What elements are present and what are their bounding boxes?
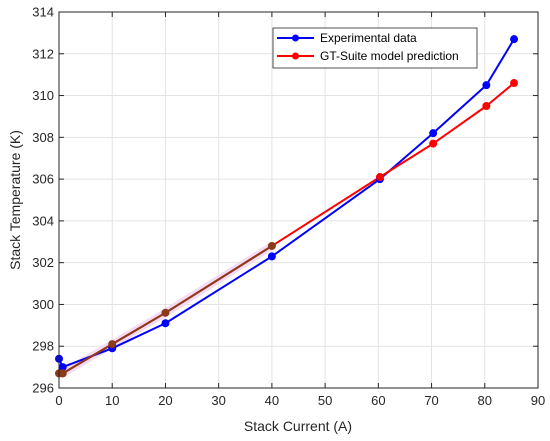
legend: Experimental data GT-Suite model predict… [272, 27, 478, 69]
series-0-point [161, 319, 170, 328]
x-tick-label: 40 [265, 393, 279, 408]
series-0-point [510, 35, 519, 44]
x-tick-label: 90 [531, 393, 545, 408]
x-tick-label: 50 [318, 393, 332, 408]
legend-marker-gt-suite [292, 52, 299, 60]
series-1-point [161, 308, 170, 317]
tick-labels: 0 10 20 30 40 50 60 70 80 90 296 298 300 302 304 306 308… [32, 5, 545, 409]
legend-box [272, 27, 478, 69]
x-tick-label: 20 [158, 393, 172, 408]
y-axis-label: Stack Temperature (K) [7, 130, 23, 270]
series-1-point [482, 102, 491, 110]
x-tick-label: 80 [478, 393, 492, 408]
series-0-point [267, 252, 276, 261]
y-tick-label: 304 [32, 213, 54, 228]
y-tick-label: 296 [32, 381, 54, 396]
y-tick-label: 312 [32, 46, 54, 61]
plot-area-frame [58, 11, 539, 389]
legend-label-gt-suite: GT-Suite model prediction [320, 49, 459, 63]
series-0-point [482, 81, 491, 90]
series-0-point [429, 129, 438, 138]
y-tick-label: 310 [32, 88, 54, 103]
series-1-point [429, 139, 438, 148]
ticks [58, 11, 539, 389]
legend-label-experimental: Experimental data [320, 31, 417, 45]
series-line-0 [58, 38, 515, 369]
series-1-point [58, 369, 67, 378]
y-tick-label: 314 [32, 5, 54, 20]
x-tick-label: 30 [211, 393, 225, 408]
y-tick-label: 308 [32, 130, 54, 145]
series-line-1 [59, 82, 515, 375]
series-1-point [375, 173, 384, 182]
y-tick-label: 300 [32, 297, 54, 312]
x-tick-label: 10 [105, 393, 119, 408]
series-1-point [267, 241, 276, 250]
series-1-point [108, 340, 117, 349]
x-axis-label: Stack Current (A) [244, 418, 352, 434]
y-tick-label: 298 [32, 339, 54, 354]
legend-marker-experimental [292, 34, 299, 42]
y-tick-label: 306 [32, 172, 54, 187]
x-tick-label: 0 [55, 393, 62, 408]
series-1-point [510, 79, 519, 88]
y-tick-label: 302 [32, 255, 54, 270]
x-tick-label: 70 [424, 393, 438, 408]
x-tick-label: 60 [371, 393, 385, 408]
series-layer [55, 35, 519, 378]
